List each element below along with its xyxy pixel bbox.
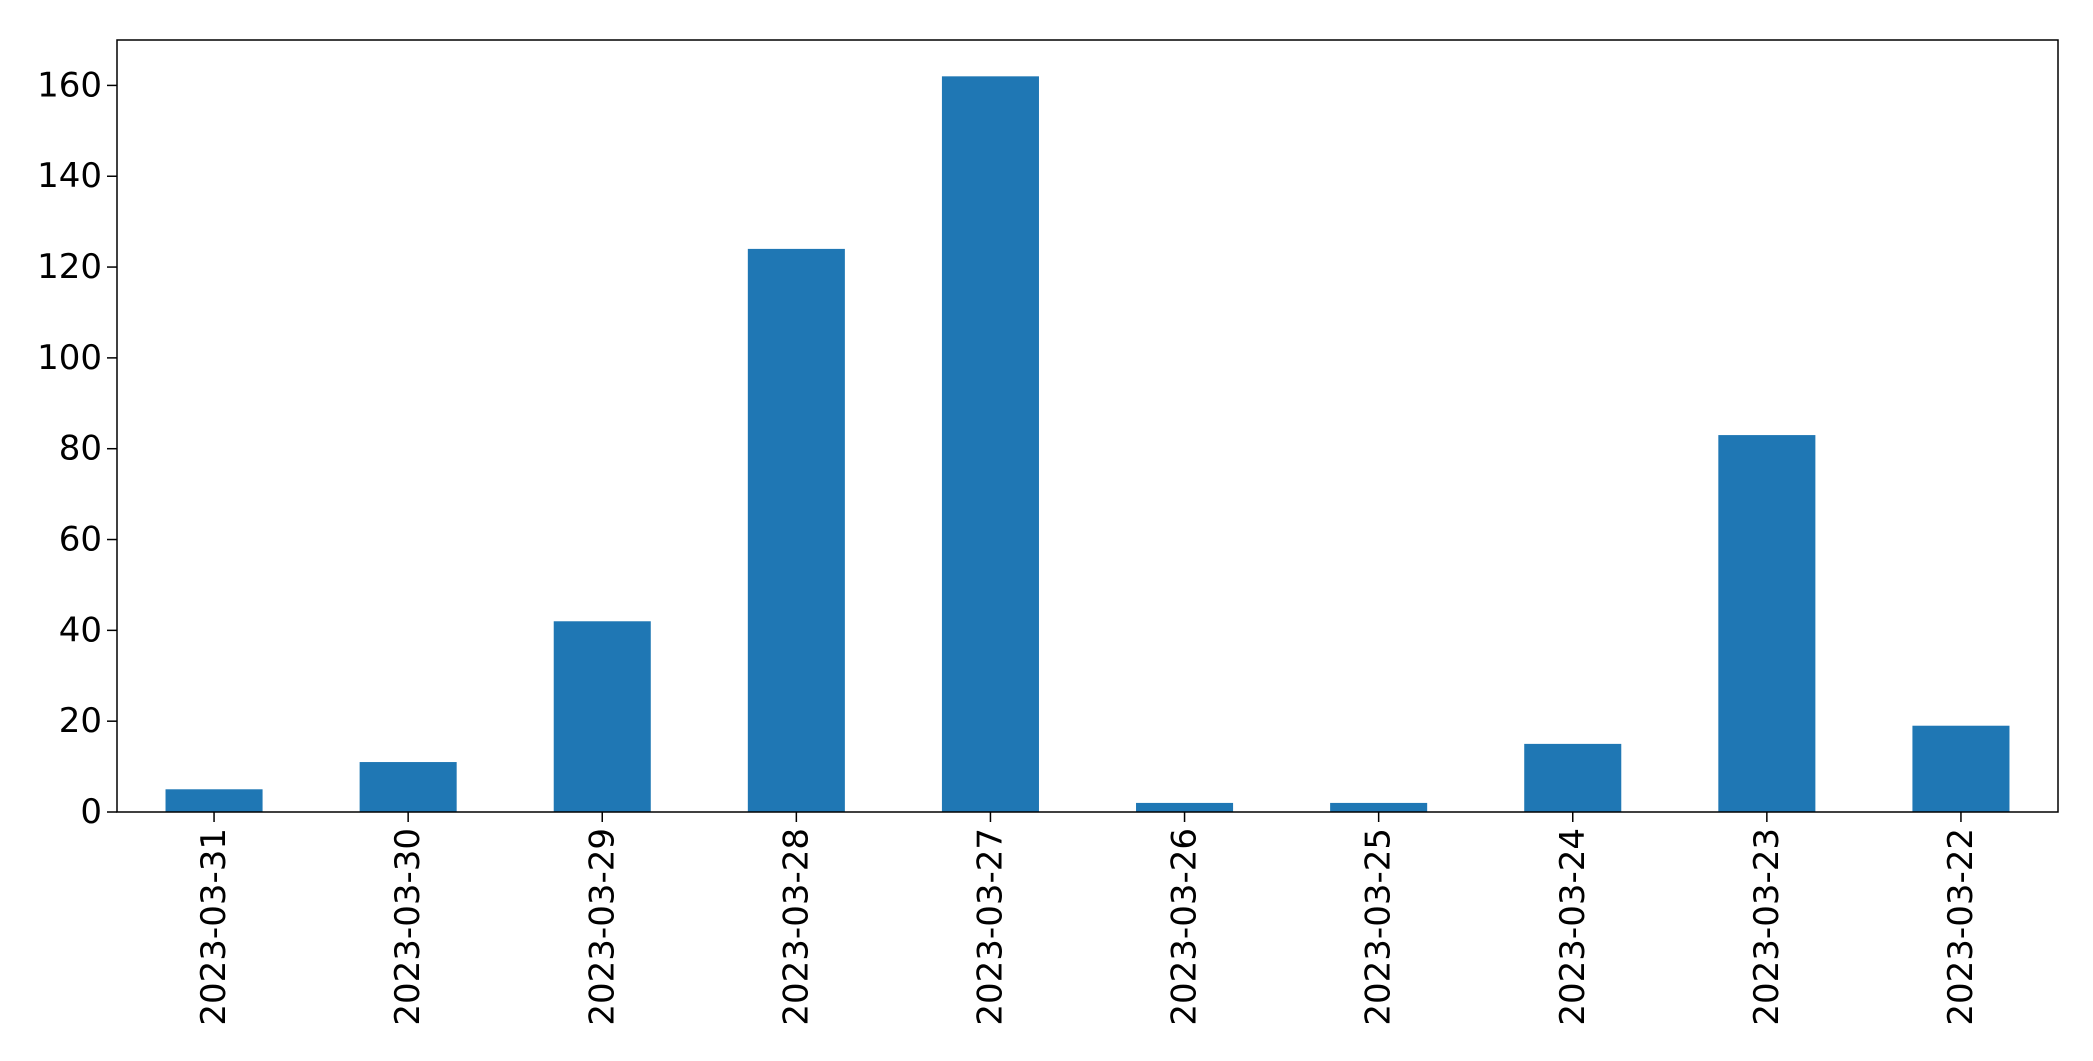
x-tick-label: 2023-03-22 (1941, 828, 1981, 1026)
bar-2023-03-22 (1912, 725, 2010, 812)
x-tick-label: 2023-03-29 (582, 828, 622, 1026)
y-tick-label: 60 (59, 520, 102, 560)
y-tick-label: 160 (37, 65, 102, 105)
bar-2023-03-29 (553, 621, 651, 812)
bar-2023-03-31 (165, 789, 263, 812)
x-tick-label: 2023-03-28 (776, 828, 816, 1026)
plot-frame (116, 39, 2059, 813)
y-axis: 0 20 40 60 80 100 120 140 160 (37, 65, 117, 832)
bar-2023-03-30 (359, 762, 457, 812)
bar-2023-03-24 (1524, 743, 1622, 812)
bar-2023-03-26 (1136, 802, 1234, 812)
x-tick-label: 2023-03-23 (1747, 828, 1787, 1026)
x-tick-label: 2023-03-26 (1165, 828, 1205, 1026)
x-tick-label: 2023-03-31 (194, 828, 234, 1026)
bars (165, 76, 2010, 813)
y-tick-label: 20 (59, 701, 102, 741)
x-axis: 2023-03-31 2023-03-30 2023-03-29 2023-03-28… (194, 812, 1981, 1026)
y-tick-label: 80 (59, 429, 102, 469)
x-tick-label: 2023-03-25 (1359, 828, 1399, 1026)
x-tick-label: 2023-03-27 (970, 828, 1010, 1026)
bar-2023-03-28 (747, 248, 845, 813)
y-tick-label: 0 (80, 792, 102, 832)
y-tick-label: 40 (59, 610, 102, 650)
x-tick-label: 2023-03-30 (388, 828, 428, 1026)
x-tick-label: 2023-03-24 (1553, 828, 1593, 1026)
bar-2023-03-23 (1718, 435, 1816, 812)
bar-2023-03-25 (1330, 802, 1428, 812)
bar-2023-03-27 (941, 76, 1039, 813)
y-tick-label: 140 (37, 156, 102, 196)
y-tick-label: 120 (37, 247, 102, 287)
y-tick-label: 100 (37, 338, 102, 378)
